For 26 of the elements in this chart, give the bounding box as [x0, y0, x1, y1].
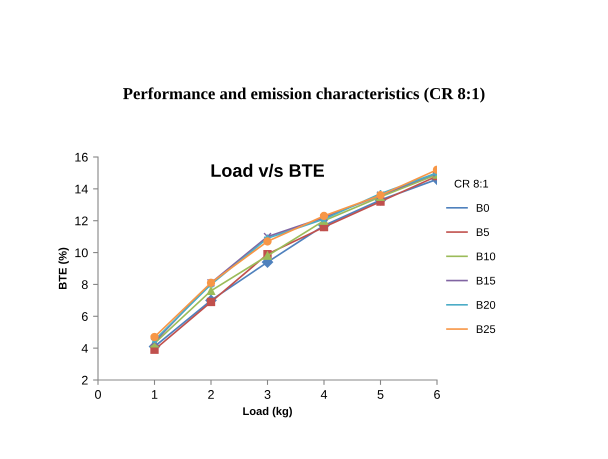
y-tick-label: 4	[82, 344, 88, 353]
legend-label: B0	[476, 204, 490, 212]
y-tick-label: 8	[82, 280, 88, 290]
y-tick-label: 10	[75, 248, 88, 258]
x-tick-label: 4	[320, 390, 328, 399]
legend-title: CR 8:1	[454, 180, 488, 188]
y-tick-label: 6	[82, 312, 88, 321]
y-tick-label: 16	[75, 152, 88, 162]
x-axis-title: Load (kg)	[243, 406, 292, 418]
x-tick-label: 6	[434, 390, 440, 399]
y-axis-title: BTE (%)	[58, 248, 69, 290]
y-tick-label: 2	[82, 376, 88, 385]
y-tick-label: 12	[75, 216, 88, 226]
x-tick-label: 0	[95, 390, 101, 399]
y-tick-label: 14	[75, 184, 88, 194]
legend-label: B15	[476, 276, 496, 285]
legend-label: B25	[476, 325, 496, 334]
chart-subtitle: Load v/s BTE	[212, 164, 324, 178]
x-tick-label: 2	[208, 390, 214, 399]
chart-title: Performance and emission characteristics (CR 8:1)	[123, 87, 484, 103]
x-tick-label: 5	[378, 390, 384, 399]
legend-label: B20	[476, 300, 496, 309]
legend-label: B10	[476, 252, 496, 260]
x-tick-label: 3	[264, 390, 270, 399]
x-tick-label: 1	[152, 390, 158, 399]
legend-label: B5	[476, 228, 490, 236]
